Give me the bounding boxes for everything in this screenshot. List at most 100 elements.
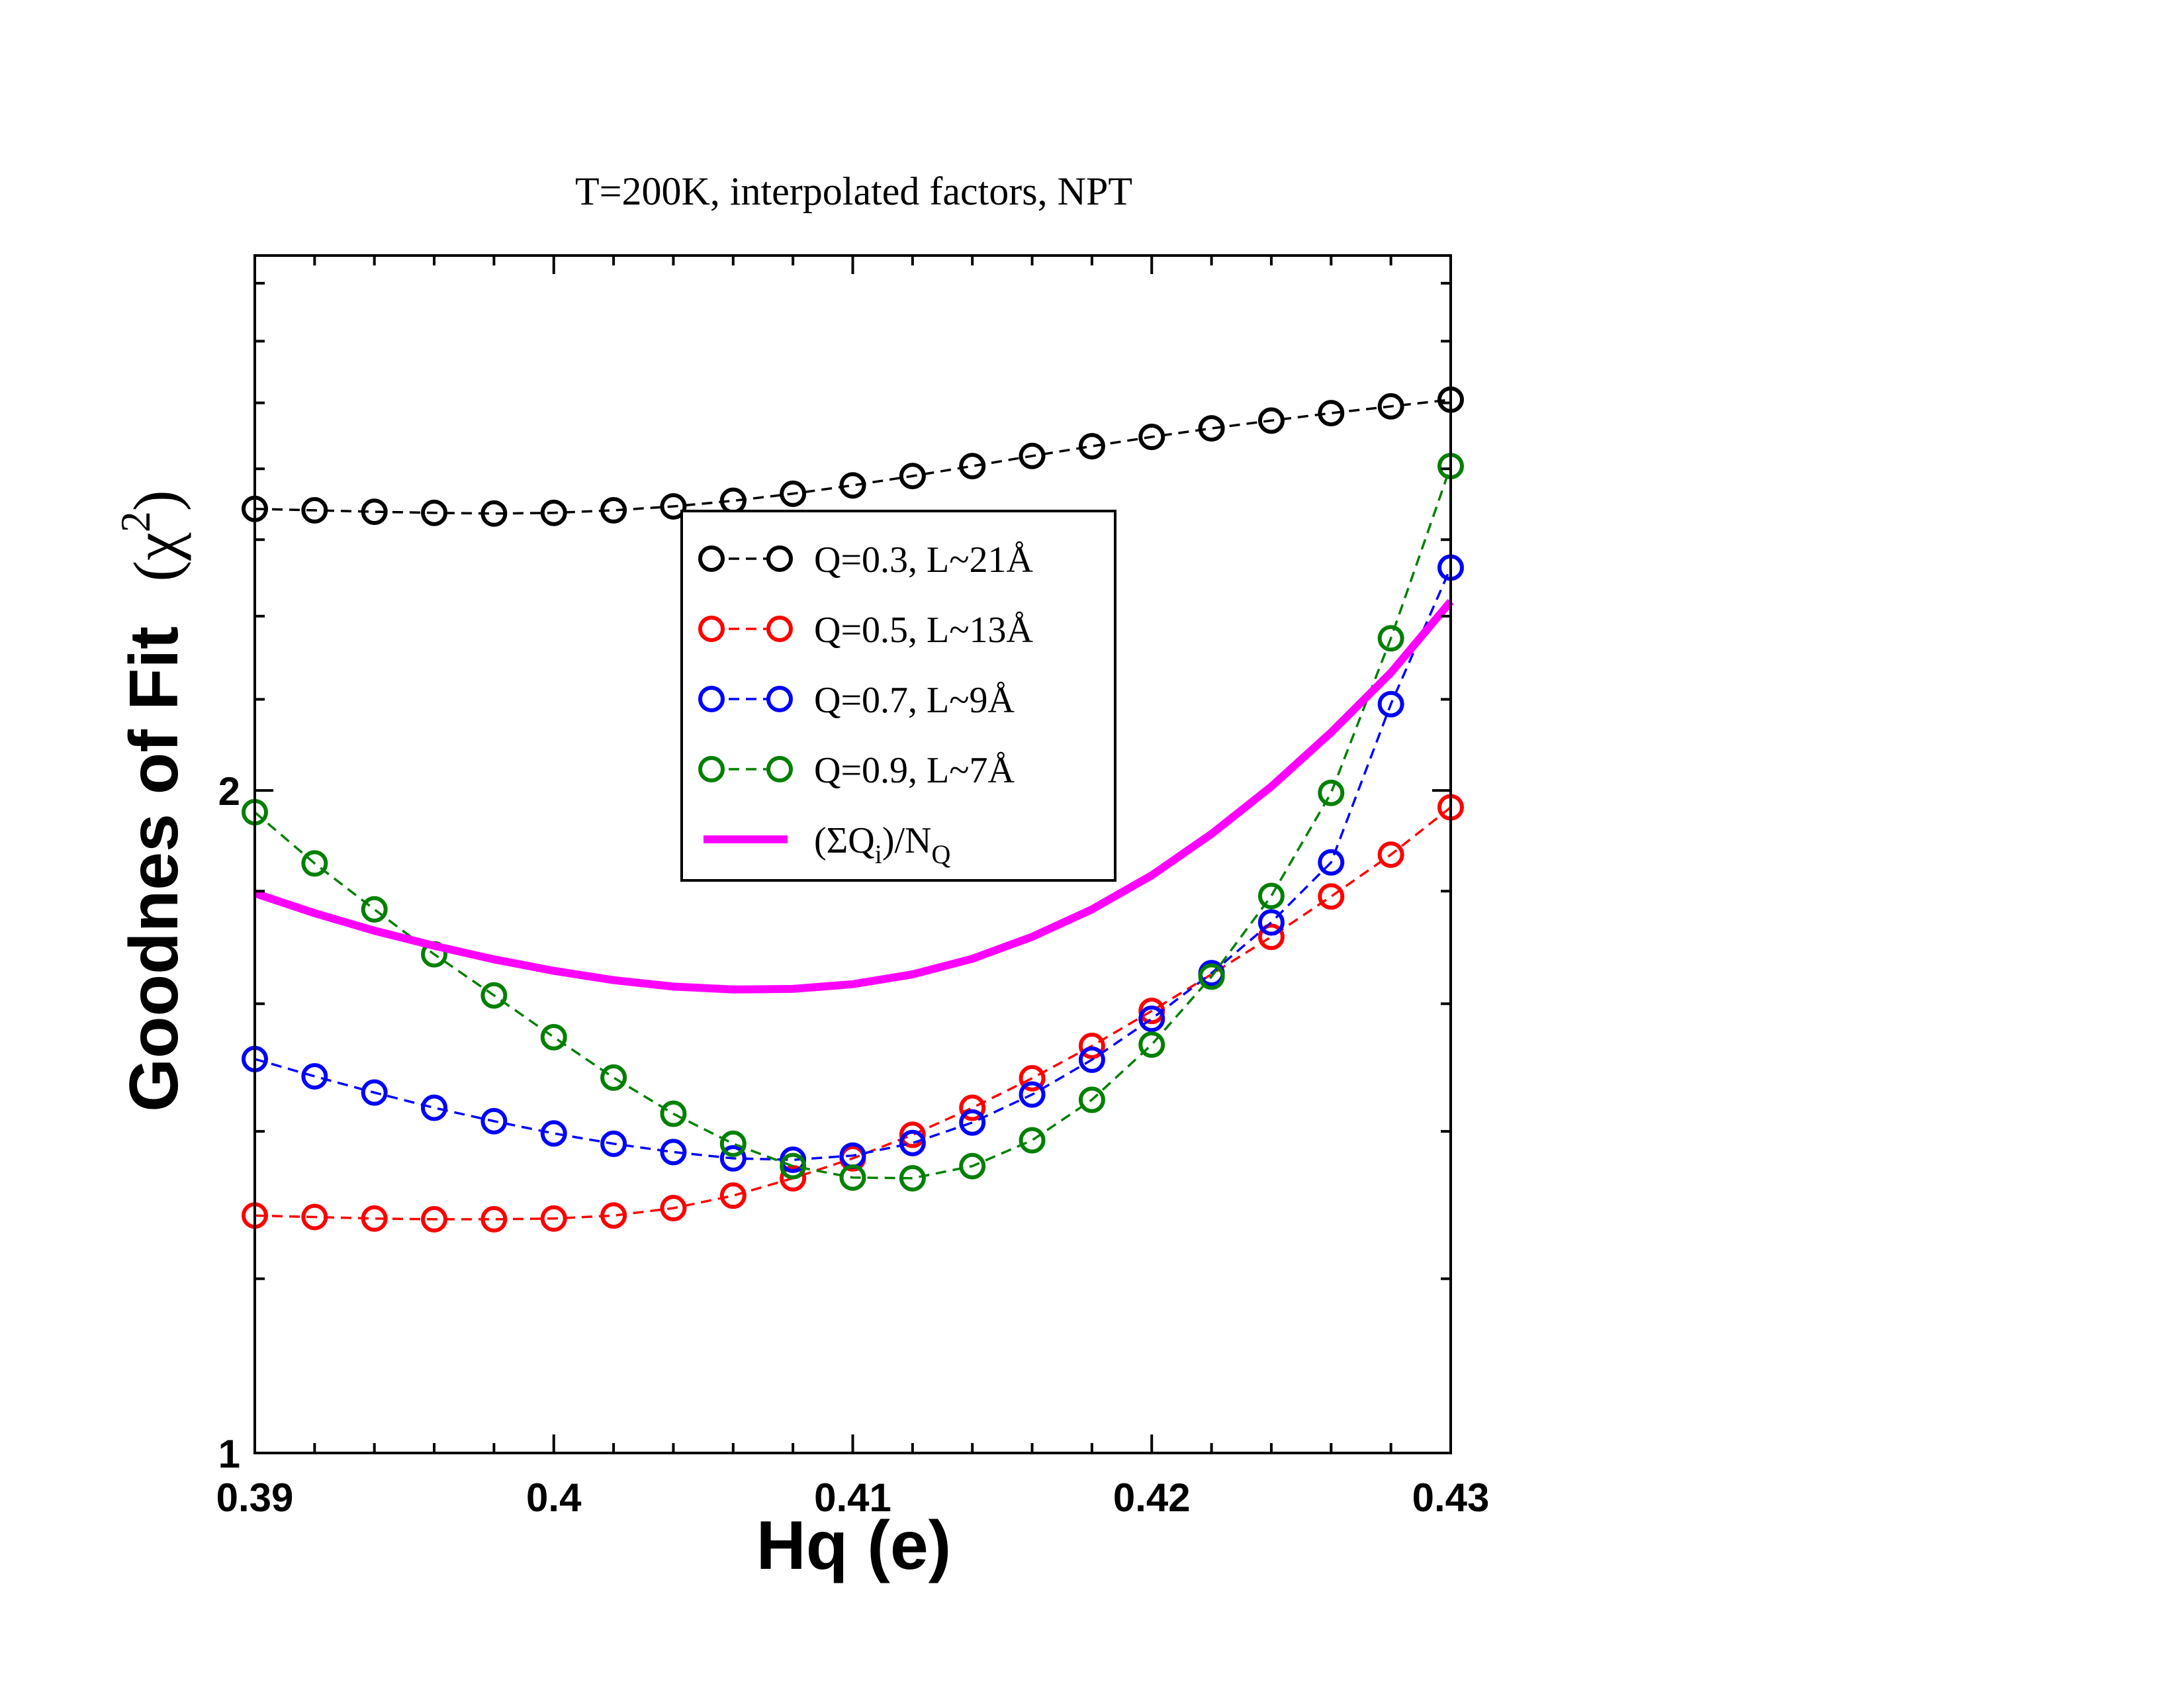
data-point	[301, 496, 328, 524]
y-tick-label: 2	[218, 769, 240, 814]
x-tick-label: 0.43	[1412, 1476, 1490, 1520]
series-2	[242, 554, 1464, 1174]
data-point	[600, 1130, 627, 1157]
data-point	[1318, 883, 1345, 910]
legend-swatch-marker	[766, 756, 793, 782]
legend-swatch-marker	[766, 616, 793, 642]
legend-swatch-marker	[698, 545, 725, 572]
data-point	[1198, 963, 1225, 990]
data-point	[959, 1152, 986, 1180]
data-point	[660, 1139, 687, 1166]
data-point	[1318, 400, 1345, 427]
data-point	[600, 1064, 627, 1091]
data-point	[361, 1079, 388, 1106]
legend: Q=0.3, L~21Å Q=0.5, L~13Å Q=0.7, L~9Å Q=0.9…	[680, 510, 1116, 882]
data-point	[719, 1130, 747, 1157]
y-axis-label-symbol: χ	[120, 532, 191, 561]
data-point	[1078, 433, 1105, 460]
axis-layer: 0.39 0.4 0.41 0.42 0.43 1 2	[216, 254, 1490, 1520]
data-point	[660, 493, 687, 520]
data-point	[301, 850, 328, 877]
data-point	[1019, 1081, 1046, 1108]
series-line	[254, 399, 1451, 515]
data-point	[719, 1145, 747, 1172]
data-point	[540, 499, 567, 526]
y-axis-label: Goodnes of Fit (χ2)	[112, 490, 193, 1112]
data-point	[1198, 415, 1225, 442]
data-point	[540, 1023, 567, 1051]
data-point	[421, 1094, 448, 1121]
data-point	[899, 1121, 926, 1149]
data-point	[421, 1205, 448, 1233]
data-point	[959, 1109, 986, 1136]
data-point	[1138, 424, 1165, 451]
x-tick-label: 0.41	[814, 1476, 891, 1520]
data-point	[899, 1164, 926, 1192]
data-point	[1257, 882, 1285, 910]
data-point	[480, 982, 508, 1009]
legend-swatch-marker	[698, 756, 725, 782]
data-point	[839, 1164, 866, 1191]
series-line	[254, 806, 1452, 1221]
y-axis-label-exponent: 2	[112, 511, 159, 532]
data-point	[1257, 923, 1285, 951]
data-point	[480, 1205, 508, 1233]
data-point	[660, 1195, 687, 1222]
data-point	[1078, 1046, 1105, 1073]
data-point	[1019, 1127, 1046, 1154]
legend-label: Q=0.9, L~7Å	[814, 750, 1015, 791]
data-point	[480, 500, 508, 527]
data-point	[1377, 690, 1404, 718]
data-point	[899, 463, 926, 490]
legend-swatch-marker	[766, 545, 793, 572]
x-tick-label: 0.42	[1113, 1476, 1191, 1520]
data-point	[1318, 849, 1345, 876]
data-point	[1138, 1031, 1165, 1058]
y-tick-label: 1	[218, 1432, 240, 1476]
legend-swatch-marker	[698, 686, 725, 712]
data-point	[1377, 625, 1404, 652]
y-axis-label-text: Goodnes of Fit	[116, 626, 193, 1112]
data-point	[780, 1164, 807, 1192]
data-point	[719, 1182, 747, 1209]
legend-swatch-marker	[766, 686, 793, 712]
data-point	[361, 1205, 388, 1232]
data-point	[480, 1107, 508, 1135]
data-point	[959, 453, 986, 480]
data-point	[1019, 442, 1046, 469]
svg-text:Goodnes of Fit (χ2): Goodnes of Fit (χ2)	[112, 490, 193, 1112]
data-point	[1257, 909, 1285, 936]
data-point	[301, 1203, 328, 1231]
data-point	[780, 480, 807, 507]
x-tick-label: 0.39	[216, 1476, 294, 1520]
data-point	[1257, 407, 1285, 434]
data-point	[540, 1205, 567, 1232]
x-tick-label: 0.4	[526, 1476, 582, 1520]
data-point	[660, 1100, 687, 1127]
data-point	[1138, 1006, 1165, 1033]
legend-label: Q=0.3, L~21Å	[814, 539, 1034, 581]
data-point	[1078, 1086, 1105, 1113]
data-point	[780, 1152, 807, 1180]
series-line	[254, 567, 1452, 1161]
data-point	[301, 1062, 328, 1090]
data-point	[361, 498, 388, 526]
data-point	[540, 1120, 567, 1147]
data-point	[1377, 393, 1404, 420]
data-point	[1377, 841, 1404, 868]
data-point	[1078, 1032, 1105, 1059]
data-point	[1318, 779, 1345, 806]
chart-title: T=200K, interpolated factors, NPT	[575, 169, 1132, 213]
series-0	[242, 386, 1464, 527]
data-point	[361, 896, 388, 923]
data-point	[839, 472, 866, 499]
x-axis-label: Hq (e)	[756, 1507, 952, 1584]
data-point	[421, 499, 448, 526]
legend-box	[680, 510, 1116, 882]
data-point	[600, 1202, 627, 1229]
data-point	[1019, 1064, 1046, 1092]
series-4	[253, 598, 1454, 994]
legend-label: Q=0.5, L~13Å	[814, 610, 1034, 651]
data-point	[899, 1129, 926, 1156]
